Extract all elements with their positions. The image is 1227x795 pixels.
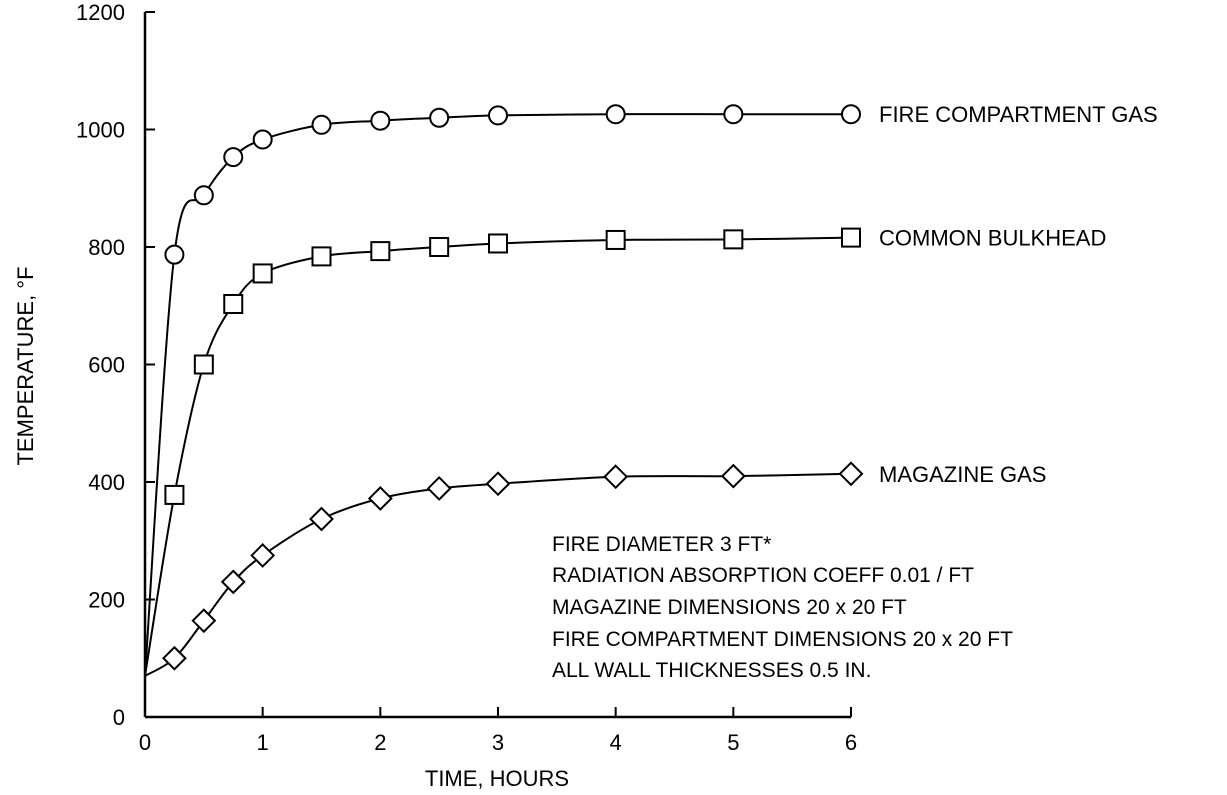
diamond-marker	[426, 476, 452, 501]
series-label: MAGAZINE GAS	[879, 462, 1046, 487]
circle-marker	[223, 147, 244, 168]
series-line	[144, 113, 851, 676]
square-marker	[723, 229, 744, 250]
diamond-marker	[485, 471, 511, 497]
series-line	[144, 236, 852, 677]
square-marker	[252, 263, 273, 284]
circle-marker	[311, 114, 332, 135]
square-marker	[488, 233, 508, 254]
circle-marker	[605, 104, 626, 125]
annotation-line: FIRE DIAMETER 3 FT*	[552, 533, 771, 556]
square-marker	[164, 484, 185, 505]
x-tick-label: 4	[610, 730, 622, 755]
circle-marker	[370, 110, 391, 131]
square-marker	[193, 354, 214, 375]
annotation-line: FIRE COMPARTMENT DIMENSIONS 20 x 20 FT	[552, 628, 1013, 651]
square-marker	[311, 246, 332, 267]
diamond-marker	[220, 569, 246, 595]
circle-marker	[429, 107, 450, 128]
square-marker	[429, 237, 450, 257]
y-tick-label: 800	[88, 235, 125, 260]
y-tick-label: 1000	[76, 118, 125, 143]
diamond-marker	[162, 645, 187, 671]
circle-marker	[193, 185, 214, 206]
circle-marker	[488, 105, 508, 126]
square-marker	[370, 241, 391, 262]
square-marker	[841, 227, 861, 248]
labels: FIRE COMPARTMENT GAS COMMON BULKHEAD MAGAZ…	[879, 102, 1158, 487]
series-label: FIRE COMPARTMENT GAS	[879, 102, 1158, 127]
square-marker	[223, 293, 244, 314]
y-tick-label: 600	[88, 353, 125, 378]
x-tick-label: 0	[139, 730, 151, 755]
diamond-marker	[838, 461, 864, 487]
diamond-marker	[603, 464, 629, 490]
diamond-marker	[309, 506, 334, 532]
circle-marker	[252, 129, 273, 150]
circle-marker	[164, 244, 185, 265]
markers	[162, 104, 864, 671]
diamond-marker	[720, 463, 746, 489]
y-tick-label: 200	[88, 588, 125, 613]
annotation-line: RADIATION ABSORPTION COEFF 0.01 / FT	[552, 564, 974, 587]
y-tick-label: 0	[113, 705, 125, 730]
series-label: COMMON BULKHEAD	[879, 226, 1106, 251]
y-axis-title: TEMPERATURE, °F	[13, 266, 38, 465]
circle-marker	[841, 104, 861, 125]
x-tick-label: 5	[727, 730, 739, 755]
square-marker	[605, 229, 626, 250]
diamond-marker	[250, 543, 276, 568]
ticks: 0 1 2 3 4 5 6 0 200 400 600 800 1000 1200	[76, 0, 857, 755]
x-axis-title: TIME, HOURS	[425, 766, 569, 791]
y-tick-label: 1200	[76, 0, 125, 25]
curves	[144, 113, 852, 677]
x-tick-label: 6	[845, 730, 857, 755]
y-tick-label: 400	[88, 470, 125, 495]
diamond-marker	[367, 486, 393, 511]
diamond-marker	[191, 608, 217, 634]
annotation-line: ALL WALL THICKNESSES 0.5 IN.	[552, 659, 871, 682]
x-tick-label: 1	[257, 730, 269, 755]
x-tick-label: 3	[492, 730, 504, 755]
annotation-line: MAGAZINE DIMENSIONS 20 x 20 FT	[552, 596, 907, 619]
x-tick-label: 2	[374, 730, 386, 755]
circle-marker	[723, 104, 744, 125]
annotation-block: FIRE DIAMETER 3 FT* RADIATION ABSORPTION…	[552, 533, 1013, 682]
